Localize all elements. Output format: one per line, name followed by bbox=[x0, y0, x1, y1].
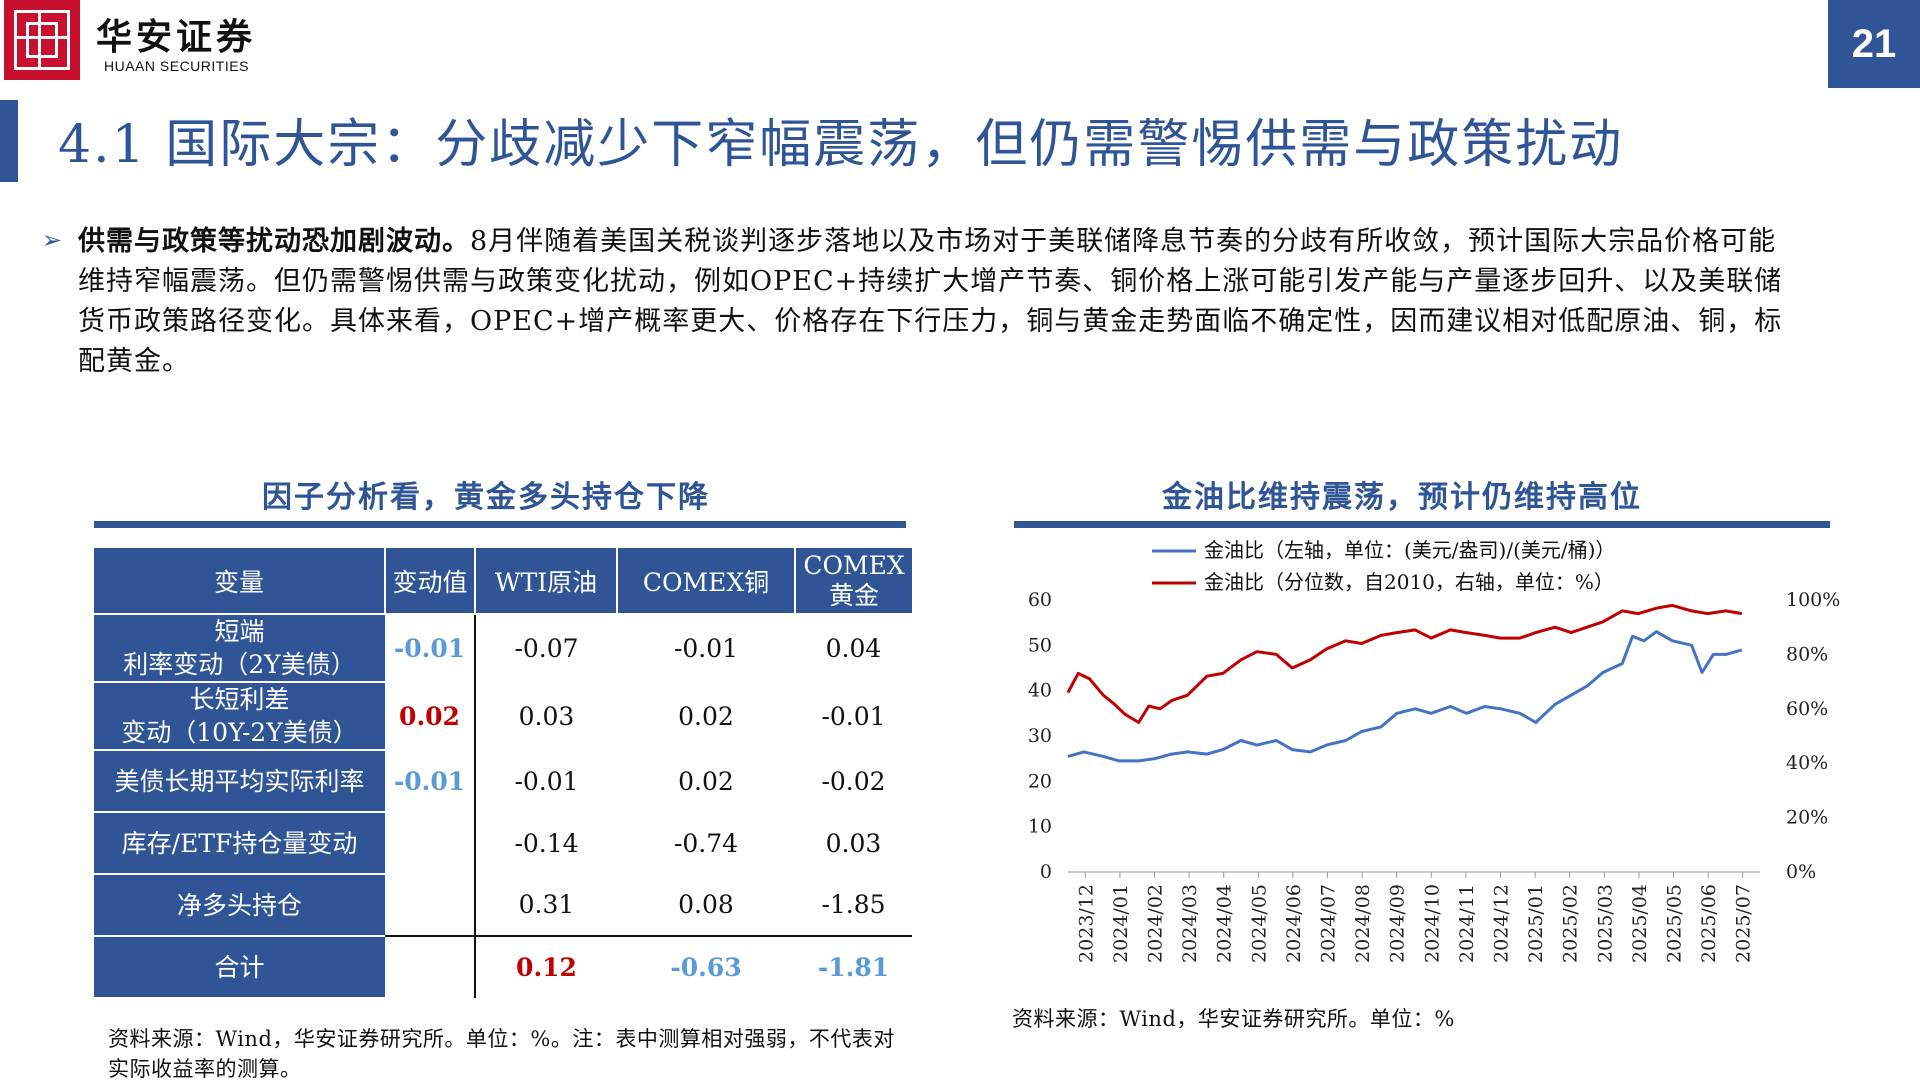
y-right-tick-label: 0% bbox=[1786, 861, 1816, 883]
y-right-tick-label: 80% bbox=[1786, 643, 1828, 665]
row-label: 库存/ETF持仓量变动 bbox=[94, 812, 385, 875]
chart-title: 金油比维持震荡，预计仍维持高位 bbox=[1162, 480, 1642, 515]
y-left-tick-label: 40 bbox=[1028, 680, 1052, 702]
cell-gold: -0.02 bbox=[821, 766, 886, 796]
intro-text: 8月伴随着美国关税谈判逐步落地以及市场对于美联储降息节奏的分歧有所收敛，预计国际… bbox=[78, 226, 1783, 377]
intro-lead: 供需与政策等扰动恐加剧波动。 bbox=[78, 226, 470, 257]
x-tick-label: 2023/12 bbox=[1075, 884, 1097, 963]
x-tick-label: 2025/01 bbox=[1525, 884, 1547, 963]
cell-copper: -0.01 bbox=[673, 634, 739, 663]
cell-gold: -0.01 bbox=[821, 701, 886, 731]
y-left-tick-label: 20 bbox=[1028, 770, 1052, 792]
y-left-tick-label: 50 bbox=[1028, 634, 1052, 656]
table-row: 库存/ETF持仓量变动 -0.14 -0.74 0.03 bbox=[94, 812, 912, 875]
table-total-row: 合计 0.12 -0.63 -1.81 bbox=[94, 935, 912, 999]
chart-source-note: 资料来源：Wind，华安证券研究所。单位：% bbox=[1012, 1007, 1455, 1031]
x-tick-label: 2025/04 bbox=[1629, 884, 1651, 963]
series-line-percentile bbox=[1066, 603, 1743, 724]
page-title: 4.1 国际大宗：分歧减少下窄幅震荡，但仍需警惕供需与政策扰动 bbox=[58, 115, 1624, 175]
cell-gold: 0.04 bbox=[825, 634, 882, 663]
x-tick-label: 2025/06 bbox=[1698, 884, 1720, 963]
x-tick-label: 2024/03 bbox=[1179, 884, 1201, 963]
row-label: 净多头持仓 bbox=[94, 874, 385, 937]
table-title-rule bbox=[94, 521, 906, 528]
table-row: 净多头持仓 0.31 0.08 -1.85 bbox=[94, 874, 912, 937]
x-tick-label: 2024/07 bbox=[1318, 884, 1340, 963]
cell-change: -0.01 bbox=[385, 614, 476, 682]
cell-wti: 0.03 bbox=[518, 701, 575, 731]
x-tick-label: 2024/09 bbox=[1387, 884, 1409, 963]
brand-name-en: HUAAN SECURITIES bbox=[104, 58, 249, 74]
y-left-tick-label: 10 bbox=[1028, 816, 1052, 838]
x-tick-label: 2024/05 bbox=[1248, 884, 1270, 963]
y-right-tick-label: 100% bbox=[1786, 589, 1840, 611]
x-tick-label: 2025/02 bbox=[1560, 884, 1582, 963]
y-left-tick-label: 30 bbox=[1028, 725, 1052, 747]
total-wti: 0.12 bbox=[475, 935, 617, 998]
brand-name-cn: 华安证券 bbox=[96, 16, 257, 58]
legend-label: 金油比（分位数，自2010，右轴，单位：%） bbox=[1204, 570, 1614, 594]
table-row: 长短利差 变动（10Y-2Y美债） 0.02 0.03 0.02 -0.01 bbox=[94, 682, 912, 751]
legend-label: 金油比（左轴，单位：(美元/盎司)/(美元/桶)） bbox=[1204, 538, 1615, 562]
cell-copper: 0.02 bbox=[678, 766, 734, 796]
cell-change: 0.02 bbox=[385, 682, 476, 750]
cell-change bbox=[385, 874, 476, 936]
x-tick-label: 2024/08 bbox=[1352, 884, 1374, 963]
col-header-wti: WTI原油 bbox=[475, 548, 618, 615]
table-source-note: 资料来源：Wind，华安证券研究所。单位：%。注：表中测算相对强弱，不代表对实际… bbox=[108, 1027, 895, 1081]
series-line-gold-oil-ratio bbox=[1067, 630, 1743, 763]
logo bbox=[4, 0, 80, 80]
intro-paragraph: 供需与政策等扰动恐加剧波动。8月伴随着美国关税谈判逐步落地以及市场对于美联储降息… bbox=[78, 222, 1798, 382]
col-header-gold: COMEX黄金 bbox=[795, 548, 912, 615]
x-tick-label: 2024/04 bbox=[1214, 884, 1236, 963]
x-tick-label: 2024/06 bbox=[1283, 884, 1305, 963]
bullet-arrow-icon: ➢ bbox=[42, 226, 63, 254]
x-tick-label: 2025/05 bbox=[1664, 884, 1686, 963]
total-copper: -0.63 bbox=[617, 935, 795, 998]
x-tick-label: 2024/02 bbox=[1145, 884, 1167, 963]
row-label: 短端 利率变动（2Y美债） bbox=[94, 614, 385, 683]
cell-copper: 0.02 bbox=[678, 701, 734, 731]
chart-title-rule bbox=[1014, 521, 1830, 528]
table-row: 美债长期平均实际利率 -0.01 -0.01 0.02 -0.02 bbox=[94, 750, 912, 813]
x-tick-label: 2024/10 bbox=[1421, 884, 1443, 963]
cell-wti: -0.07 bbox=[514, 634, 579, 663]
cell-wti: -0.01 bbox=[514, 766, 579, 796]
y-left-tick-label: 60 bbox=[1028, 589, 1052, 611]
table-row: 短端 利率变动（2Y美债） -0.01 -0.07 -0.01 0.04 bbox=[94, 614, 912, 683]
total-gold: -1.81 bbox=[795, 935, 912, 998]
y-right-tick-label: 40% bbox=[1786, 752, 1828, 774]
row-label: 美债长期平均实际利率 bbox=[94, 750, 385, 813]
col-header-copper: COMEX铜 bbox=[617, 548, 796, 615]
page-number: 21 bbox=[1828, 0, 1920, 88]
cell-wti: 0.31 bbox=[518, 890, 575, 919]
cell-gold: 0.03 bbox=[825, 828, 882, 858]
cell-copper: -0.74 bbox=[673, 828, 739, 858]
gold-oil-ratio-chart: 0 10 20 30 40 50 60 0% 20% 40% 60% 80% 100% 2023/12 20… bbox=[1028, 538, 1840, 963]
cell-wti: -0.14 bbox=[514, 828, 579, 858]
total-label: 合计 bbox=[94, 935, 385, 999]
y-right-tick-label: 60% bbox=[1786, 698, 1828, 720]
col-header-variable: 变量 bbox=[94, 548, 386, 615]
title-accent-bar bbox=[0, 100, 18, 182]
cell-copper: 0.08 bbox=[678, 890, 734, 919]
table-title: 因子分析看，黄金多头持仓下降 bbox=[262, 480, 710, 515]
y-right-tick-label: 20% bbox=[1786, 807, 1828, 829]
x-tick-label: 2024/12 bbox=[1491, 884, 1513, 963]
col-header-change: 变动值 bbox=[385, 548, 476, 615]
x-tick-label: 2025/07 bbox=[1733, 884, 1755, 963]
cell-change bbox=[385, 812, 476, 874]
y-left-tick-label: 0 bbox=[1040, 861, 1052, 883]
x-tick-label: 2025/03 bbox=[1594, 884, 1616, 963]
factor-table: 变量 变动值 WTI原油 COMEX铜 COMEX黄金 短端 利率变动（2Y美债）… bbox=[94, 548, 912, 999]
cell-gold: -1.85 bbox=[821, 890, 886, 919]
table-header-row: 变量 变动值 WTI原油 COMEX铜 COMEX黄金 bbox=[94, 548, 912, 615]
row-label: 长短利差 变动（10Y-2Y美债） bbox=[94, 682, 385, 751]
x-tick-label: 2024/11 bbox=[1456, 884, 1478, 963]
cell-change: -0.01 bbox=[385, 750, 476, 812]
x-tick-label: 2024/01 bbox=[1110, 884, 1132, 963]
cell-change bbox=[385, 935, 476, 998]
